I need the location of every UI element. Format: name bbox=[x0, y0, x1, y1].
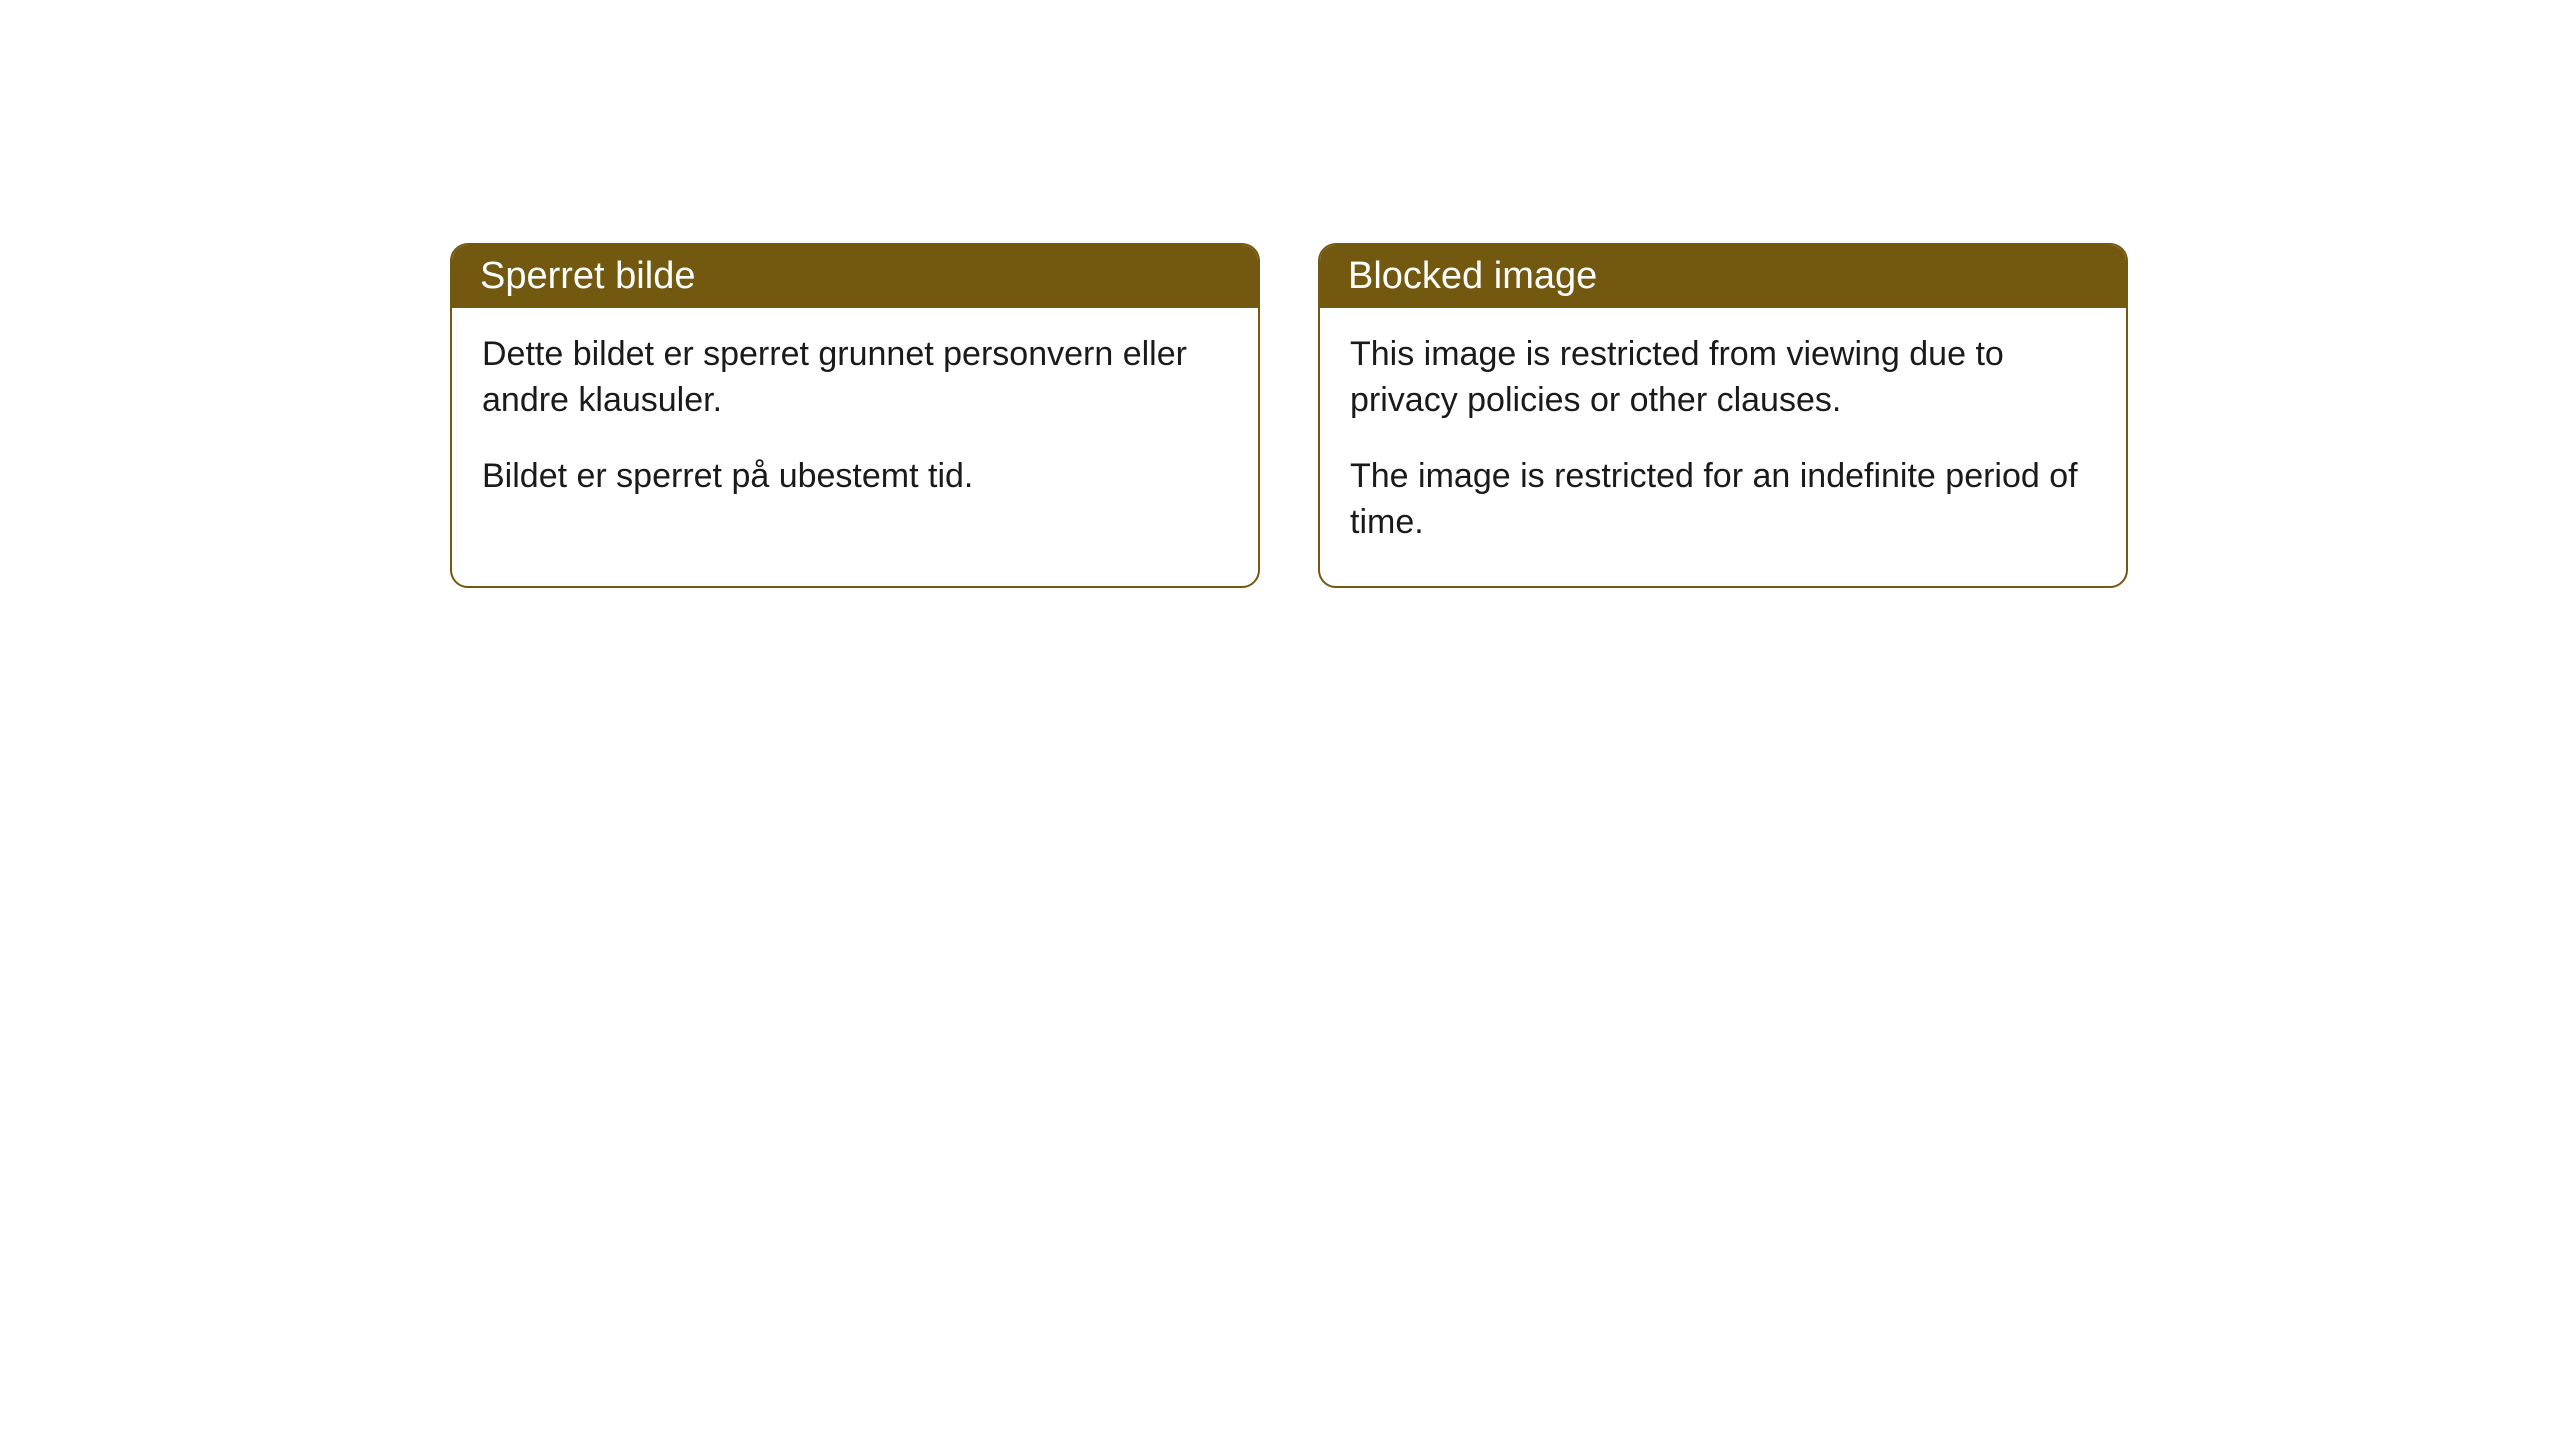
notice-text-1: This image is restricted from viewing du… bbox=[1350, 332, 2096, 424]
card-body-english: This image is restricted from viewing du… bbox=[1320, 308, 2126, 586]
card-title: Blocked image bbox=[1348, 255, 1597, 297]
blocked-image-card-norwegian: Sperret bilde Dette bildet er sperret gr… bbox=[450, 243, 1260, 588]
card-header-norwegian: Sperret bilde bbox=[452, 245, 1258, 308]
blocked-image-card-english: Blocked image This image is restricted f… bbox=[1318, 243, 2128, 588]
card-body-norwegian: Dette bildet er sperret grunnet personve… bbox=[452, 308, 1258, 540]
card-header-english: Blocked image bbox=[1320, 245, 2126, 308]
notice-text-2: Bildet er sperret på ubestemt tid. bbox=[482, 454, 1228, 500]
notice-text-1: Dette bildet er sperret grunnet personve… bbox=[482, 332, 1228, 424]
notice-cards-container: Sperret bilde Dette bildet er sperret gr… bbox=[450, 243, 2128, 588]
card-title: Sperret bilde bbox=[480, 255, 695, 297]
notice-text-2: The image is restricted for an indefinit… bbox=[1350, 454, 2096, 546]
